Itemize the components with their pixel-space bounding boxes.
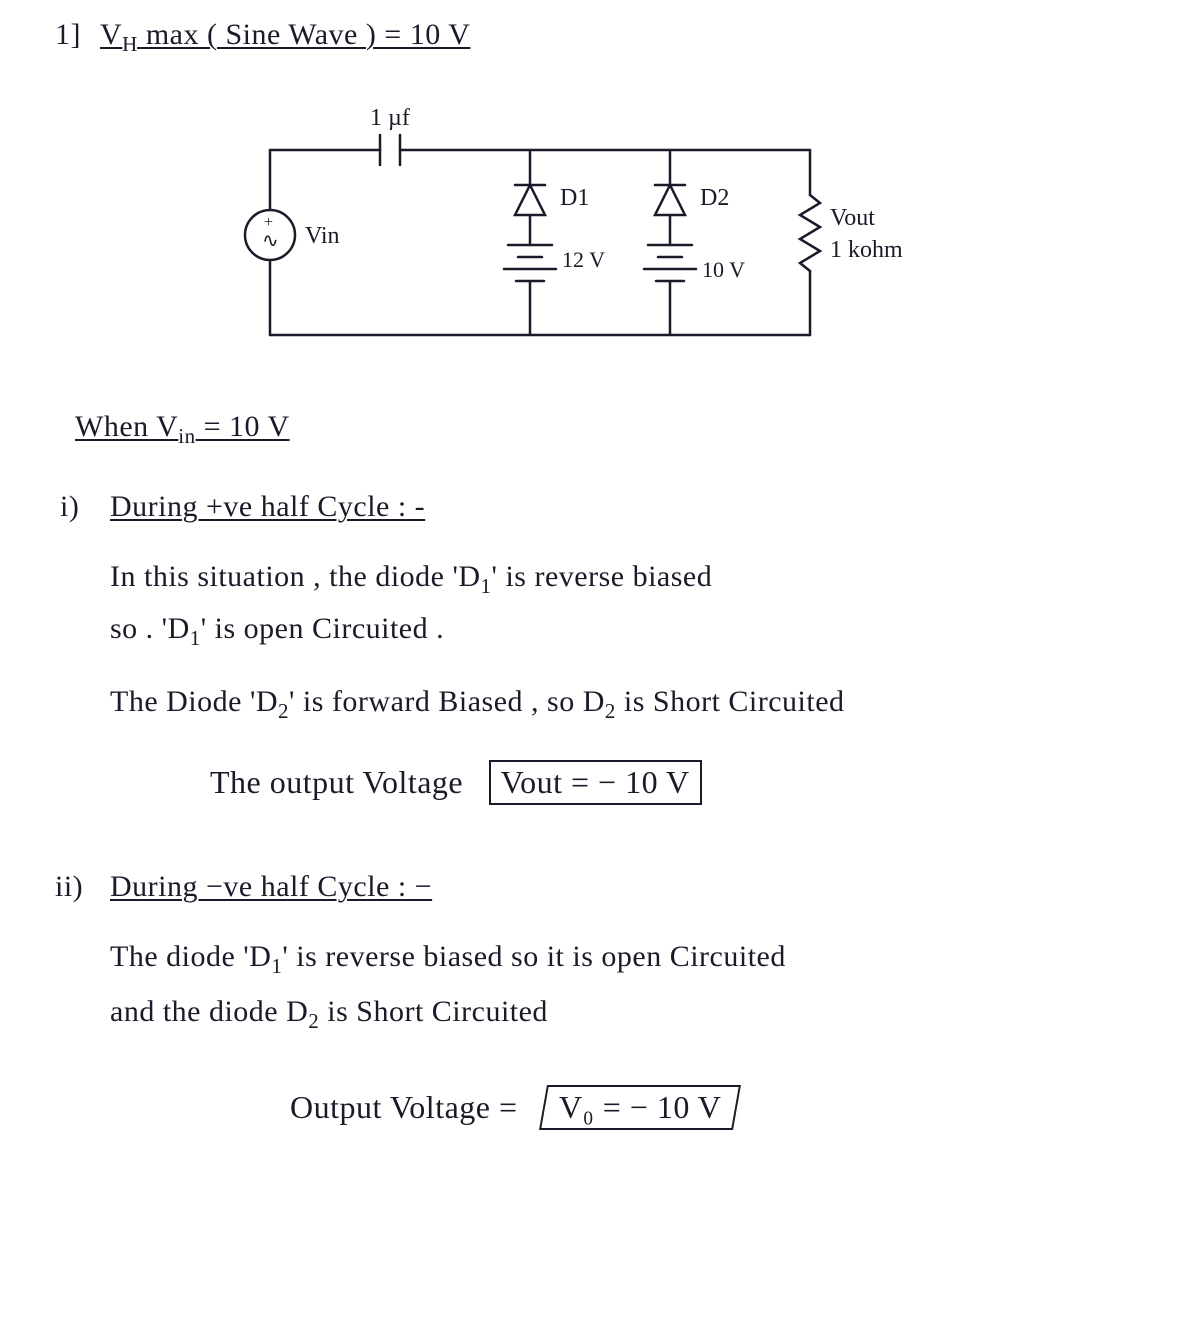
sec2-out-box: V₀ = − 10 V: [539, 1085, 741, 1130]
question-number: 1]: [55, 18, 81, 52]
when-post: = 10 V: [196, 410, 290, 443]
circuit-svg: + ∿ 1 µf Vin D1 D2 12 V 10 V Vout 1 kohm: [250, 105, 870, 365]
sec1-l1: In this situation , the diode 'D1' is re…: [110, 560, 712, 599]
sec2-l1b: ' is reverse biased so it is open Circui…: [282, 940, 785, 973]
d2-label: D2: [700, 185, 729, 211]
when-sub: in: [178, 424, 195, 448]
when-pre: When V: [75, 410, 178, 443]
sec2-l2: and the diode D2 is Short Circuited: [110, 995, 548, 1034]
sec2-l2b: is Short Circuited: [319, 995, 548, 1028]
source-plus: +: [264, 214, 273, 231]
sec2-out-lead: Output Voltage =: [290, 1089, 518, 1125]
title-rest: max ( Sine Wave ) = 10 V: [138, 18, 471, 51]
circuit-diagram: + ∿ 1 µf Vin D1 D2 12 V 10 V Vout 1 kohm: [250, 105, 870, 365]
sec1-l2-sub: 1: [190, 626, 201, 650]
r-label: 1 kohm: [830, 237, 903, 263]
sec2-l1-sub: 1: [271, 954, 282, 978]
sec1-l3b: ' is forward Biased , so D: [289, 685, 605, 718]
sec1-out-lead: The output Voltage: [210, 764, 463, 800]
sec1-l1-sub: 1: [481, 574, 492, 598]
cap-label: 1 µf: [370, 105, 410, 131]
title: VH max ( Sine Wave ) = 10 V: [100, 18, 470, 57]
vout-label: Vout: [830, 205, 875, 231]
sec1-l3c: is Short Circuited: [616, 685, 845, 718]
source-tilde: ∿: [262, 230, 279, 252]
sec1-l2b: ' is open Circuited .: [201, 612, 444, 645]
sec2-l2a: and the diode D: [110, 995, 308, 1028]
d1-label: D1: [560, 185, 589, 211]
sec1-out: The output Voltage Vout = − 10 V: [210, 760, 702, 805]
sec2-out: Output Voltage = V₀ = − 10 V: [290, 1085, 737, 1130]
sec2-l1a: The diode 'D: [110, 940, 271, 973]
bat1-label: 12 V: [562, 247, 605, 272]
sec2-l1: The diode 'D1' is reverse biased so it i…: [110, 940, 786, 979]
sec1-l1b: ' is reverse biased: [492, 560, 713, 593]
bat2-label: 10 V: [702, 257, 745, 282]
sec1-title: During +ve half Cycle : -: [110, 490, 425, 524]
sec2-out-box-text: V₀ = − 10 V: [559, 1089, 721, 1126]
title-sub: H: [122, 32, 138, 56]
sec1-l3: The Diode 'D2' is forward Biased , so D2…: [110, 685, 845, 724]
sec1-no: i): [60, 490, 79, 524]
sec2-title: During −ve half Cycle : −: [110, 870, 432, 904]
sec1-l2a: so . 'D: [110, 612, 190, 645]
sec1-l3-sub2: 2: [605, 699, 616, 723]
sec2-l2-sub: 2: [308, 1009, 319, 1033]
sec1-l3-sub1: 2: [278, 699, 289, 723]
sec2-no: ii): [55, 870, 83, 904]
sec1-l1a: In this situation , the diode 'D: [110, 560, 481, 593]
sec1-out-box: Vout = − 10 V: [489, 760, 702, 805]
sec1-l3a: The Diode 'D: [110, 685, 278, 718]
vin-label: Vin: [305, 223, 340, 249]
when-line: When Vin = 10 V: [75, 410, 290, 449]
sec1-l2: so . 'D1' is open Circuited .: [110, 612, 444, 651]
page: 1] VH max ( Sine Wave ) = 10 V: [0, 0, 1200, 1325]
title-v: V: [100, 18, 122, 51]
